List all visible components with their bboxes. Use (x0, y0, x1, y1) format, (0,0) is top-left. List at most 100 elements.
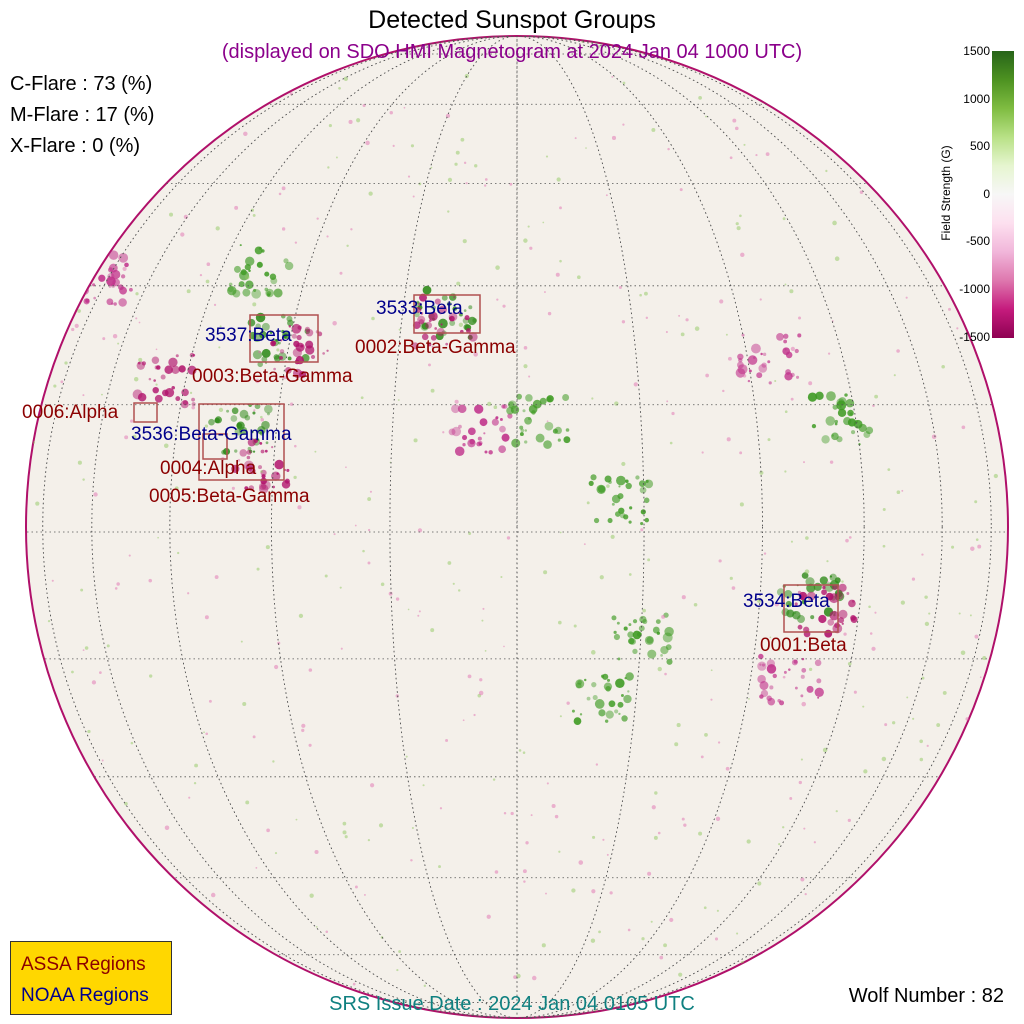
magnetic-feature (523, 346, 528, 350)
magnetic-feature (279, 349, 285, 354)
magnetic-feature (182, 400, 189, 406)
magnetic-feature (513, 975, 517, 980)
magnetic-feature (296, 334, 302, 341)
magnetic-feature (829, 460, 834, 464)
magnetic-feature (215, 226, 220, 231)
magnetic-feature (192, 353, 196, 357)
magnetic-feature (119, 286, 127, 295)
magnetic-feature (845, 398, 855, 408)
magnetic-feature (869, 632, 873, 635)
magnetic-feature (974, 500, 978, 504)
magnetic-feature (558, 620, 562, 625)
legend-assa: ASSA Regions (21, 954, 146, 975)
magnetic-feature (343, 76, 348, 81)
magnetic-feature (411, 826, 414, 829)
magnetic-feature (405, 755, 408, 758)
magnetic-feature (272, 485, 275, 489)
magnetic-feature (389, 110, 393, 115)
magnetic-feature (261, 322, 270, 331)
magnetic-feature (783, 670, 787, 674)
magnetic-feature (261, 348, 271, 358)
magnetic-feature (246, 449, 252, 455)
magnetic-feature (725, 766, 730, 771)
magnetic-feature (618, 485, 621, 488)
magnetic-feature (99, 671, 102, 675)
magnetic-feature (841, 580, 844, 583)
longitude-line (169, 36, 865, 1018)
magnetic-feature (218, 407, 224, 413)
magnetic-feature (193, 782, 197, 785)
magnetic-feature (768, 381, 772, 385)
magnetic-feature (479, 678, 483, 682)
magnetic-feature (459, 312, 463, 317)
magnetic-feature (135, 292, 139, 296)
magnetic-feature (896, 349, 900, 353)
region-box-3536 (198, 403, 285, 481)
magnetic-feature (418, 302, 422, 306)
colorbar-tick: 0 (983, 187, 990, 201)
magnetic-feature (431, 345, 434, 348)
magnetic-feature (295, 818, 298, 821)
magnetic-feature (155, 383, 158, 386)
magnetic-feature (785, 600, 792, 608)
magnetic-feature (71, 670, 74, 674)
magnetic-feature (598, 930, 601, 934)
magnetic-feature (283, 258, 289, 264)
magnetic-feature (638, 480, 646, 488)
magnetic-feature (659, 955, 664, 960)
magnetic-feature (578, 860, 584, 865)
magnetic-feature (237, 458, 241, 462)
magnetic-feature (272, 760, 275, 763)
magnetic-feature (844, 393, 848, 397)
magnetic-feature (784, 283, 787, 286)
magnetic-feature (685, 318, 689, 322)
magnetic-feature (101, 393, 103, 396)
magnetic-feature (681, 595, 686, 600)
magnetic-feature (112, 334, 118, 339)
magnetic-feature (415, 306, 422, 313)
magnetic-feature (234, 265, 241, 273)
magnetic-feature (305, 340, 314, 349)
magnetic-feature (35, 501, 40, 506)
magnetic-feature (499, 418, 503, 421)
magnetic-feature (519, 425, 524, 430)
magnetic-feature (716, 909, 719, 912)
magnetic-feature (213, 303, 217, 306)
magnetic-feature (446, 301, 452, 307)
magnetic-feature (822, 747, 828, 753)
magnetic-feature (214, 575, 219, 579)
chart-subtitle: (displayed on SDO HMI Magnetogram at 202… (221, 41, 803, 63)
magnetic-feature (919, 757, 924, 762)
magnetic-feature (464, 73, 469, 79)
magnetic-feature (790, 346, 795, 351)
magnetic-feature (819, 576, 828, 585)
magnetic-feature (530, 814, 533, 817)
magnetic-feature (528, 375, 531, 378)
magnetic-feature (760, 352, 763, 356)
magnetic-feature (286, 468, 290, 472)
magnetic-feature (245, 800, 250, 805)
magnetic-feature (47, 619, 51, 623)
magnetic-feature (664, 672, 667, 676)
magnetic-feature (133, 376, 139, 382)
magnetic-feature (495, 416, 499, 420)
magnetic-feature (231, 464, 240, 473)
magnetic-feature (632, 648, 638, 655)
magnetic-feature (613, 630, 617, 634)
magnetic-feature (407, 175, 411, 178)
magnetic-feature (453, 296, 456, 299)
magnetic-feature (445, 113, 451, 119)
magnetic-feature (498, 445, 507, 454)
magnetic-feature (116, 582, 120, 586)
magnetic-feature (344, 835, 348, 839)
magnetic-feature (928, 612, 931, 615)
magnetic-feature (522, 869, 527, 874)
magnetic-feature (60, 380, 64, 384)
magnetic-feature (588, 480, 594, 486)
magnetic-feature (525, 841, 529, 845)
magnetic-feature (342, 821, 347, 826)
magnetic-feature (776, 588, 785, 596)
magnetic-feature (495, 265, 500, 270)
magnetic-feature (204, 615, 209, 620)
magnetic-feature (251, 288, 262, 299)
